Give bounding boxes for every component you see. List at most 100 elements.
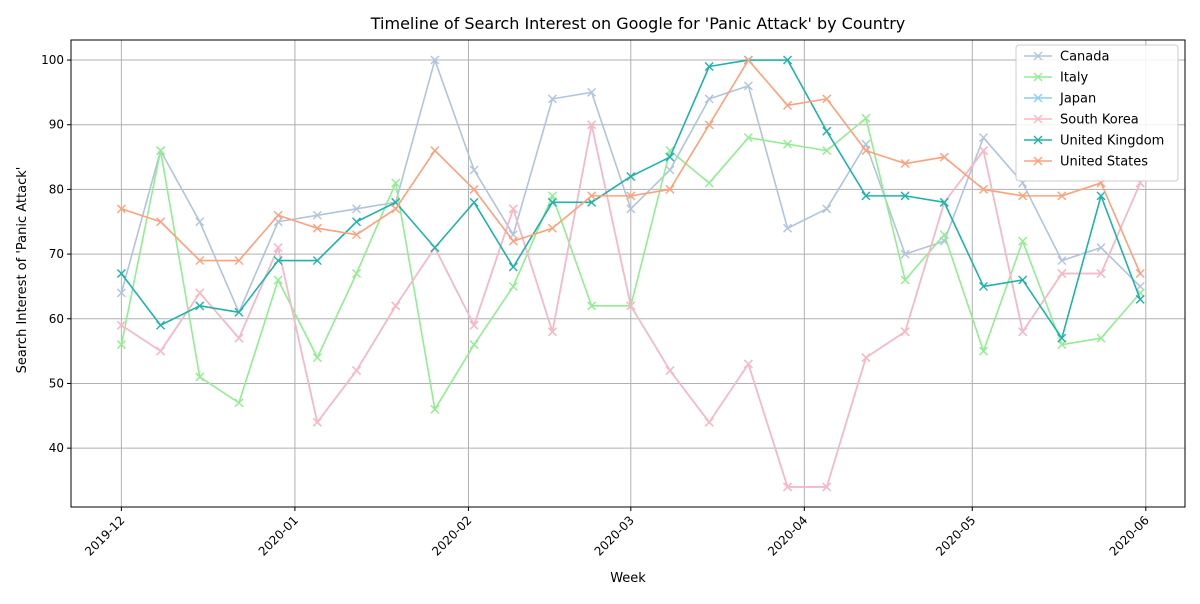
data-point-united-states — [665, 184, 675, 194]
data-point-canada — [704, 94, 714, 104]
data-point-united-kingdom — [273, 256, 283, 266]
data-point-south-korea — [312, 417, 322, 427]
data-point-italy — [861, 113, 871, 123]
data-point-italy — [665, 146, 675, 156]
legend-label: Italy — [1060, 71, 1089, 86]
data-point-united-states — [391, 204, 401, 214]
y-tick-label: 70 — [49, 247, 64, 261]
data-point-south-korea — [1057, 269, 1067, 278]
data-point-united-states — [430, 146, 440, 156]
data-point-united-states — [1018, 191, 1028, 201]
data-point-canada — [587, 87, 597, 97]
data-point-united-kingdom — [156, 320, 166, 330]
data-point-south-korea — [978, 146, 988, 156]
data-point-south-korea — [547, 327, 557, 337]
data-point-canada — [469, 165, 479, 175]
data-point-italy — [234, 398, 244, 408]
data-point-united-states — [1135, 269, 1145, 278]
y-tick-label: 80 — [49, 182, 64, 196]
data-point-united-kingdom — [312, 256, 322, 266]
data-point-united-states — [822, 94, 832, 104]
data-point-united-states — [195, 256, 205, 266]
data-point-south-korea — [822, 482, 832, 492]
data-point-canada — [312, 210, 322, 220]
data-point-south-korea — [861, 353, 871, 363]
data-point-united-kingdom — [508, 262, 518, 272]
data-point-south-korea — [391, 301, 401, 311]
data-point-italy — [195, 372, 205, 382]
data-point-italy — [156, 146, 166, 156]
data-point-united-kingdom — [195, 301, 205, 311]
data-point-united-kingdom — [783, 55, 793, 65]
y-tick-label: 60 — [49, 312, 64, 326]
x-tick-label: 2020-03 — [592, 513, 637, 558]
data-point-south-korea — [469, 320, 479, 330]
data-point-italy — [391, 178, 401, 188]
data-point-italy — [116, 340, 126, 350]
data-point-south-korea — [1018, 327, 1028, 337]
data-point-united-states — [978, 184, 988, 194]
data-point-united-states — [861, 146, 871, 156]
data-point-united-states — [939, 152, 949, 162]
data-point-canada — [1057, 256, 1067, 266]
data-point-south-korea — [587, 120, 597, 130]
data-point-united-states — [743, 55, 753, 65]
data-point-south-korea — [156, 346, 166, 356]
data-point-united-kingdom — [587, 197, 597, 207]
data-point-united-kingdom — [469, 197, 479, 207]
x-tick-label: 2020-01 — [256, 513, 301, 558]
data-point-united-kingdom — [116, 269, 126, 278]
grid — [71, 40, 1185, 507]
data-point-italy — [978, 346, 988, 356]
data-point-united-kingdom — [547, 197, 557, 207]
series-layer — [116, 55, 1145, 492]
data-point-italy — [508, 281, 518, 291]
data-point-canada — [1096, 243, 1106, 253]
data-point-united-kingdom — [234, 307, 244, 317]
data-point-south-korea — [508, 204, 518, 214]
data-point-united-kingdom — [430, 243, 440, 253]
data-point-italy — [312, 353, 322, 363]
data-point-canada — [822, 204, 832, 214]
data-point-united-kingdom — [1018, 275, 1028, 285]
data-point-italy — [547, 191, 557, 201]
data-point-south-korea — [743, 359, 753, 369]
data-point-united-kingdom — [665, 152, 675, 162]
data-point-canada — [978, 133, 988, 143]
legend-marker — [1033, 135, 1043, 145]
data-point-united-states — [587, 191, 597, 201]
data-point-canada — [665, 165, 675, 175]
legend-item-japan: Japan — [1024, 92, 1096, 107]
legend-item-united-kingdom: United Kingdom — [1024, 134, 1164, 149]
data-point-south-korea — [352, 366, 361, 376]
y-tick-label: 100 — [41, 53, 64, 67]
x-tick-label: 2020-05 — [933, 513, 978, 558]
chart-title: Timeline of Search Interest on Google fo… — [370, 14, 905, 33]
data-point-italy — [900, 275, 910, 285]
data-point-italy — [587, 301, 597, 311]
legend-label: Japan — [1059, 92, 1096, 107]
data-point-united-states — [156, 217, 166, 227]
x-tick-label: 2019-12 — [82, 513, 127, 558]
data-point-united-states — [273, 210, 283, 220]
data-point-italy — [469, 340, 479, 350]
x-axis-label: Week — [610, 571, 646, 586]
legend-marker — [1033, 72, 1043, 82]
data-point-united-states — [704, 120, 714, 130]
series-united-kingdom — [116, 55, 1145, 343]
data-point-united-kingdom — [626, 171, 636, 181]
legend-marker — [1033, 93, 1043, 103]
data-point-south-korea — [900, 327, 910, 337]
data-point-south-korea — [1096, 269, 1106, 278]
x-tick-label: 2020-02 — [429, 513, 474, 558]
data-point-united-kingdom — [900, 191, 910, 201]
data-point-united-states — [626, 191, 636, 201]
legend-label: Canada — [1060, 50, 1109, 65]
data-point-united-kingdom — [978, 281, 988, 291]
plot-frame — [70, 39, 1186, 508]
legend-marker — [1033, 114, 1043, 124]
data-point-united-states — [1057, 191, 1067, 201]
data-point-italy — [704, 178, 714, 188]
data-point-united-states — [547, 223, 557, 233]
